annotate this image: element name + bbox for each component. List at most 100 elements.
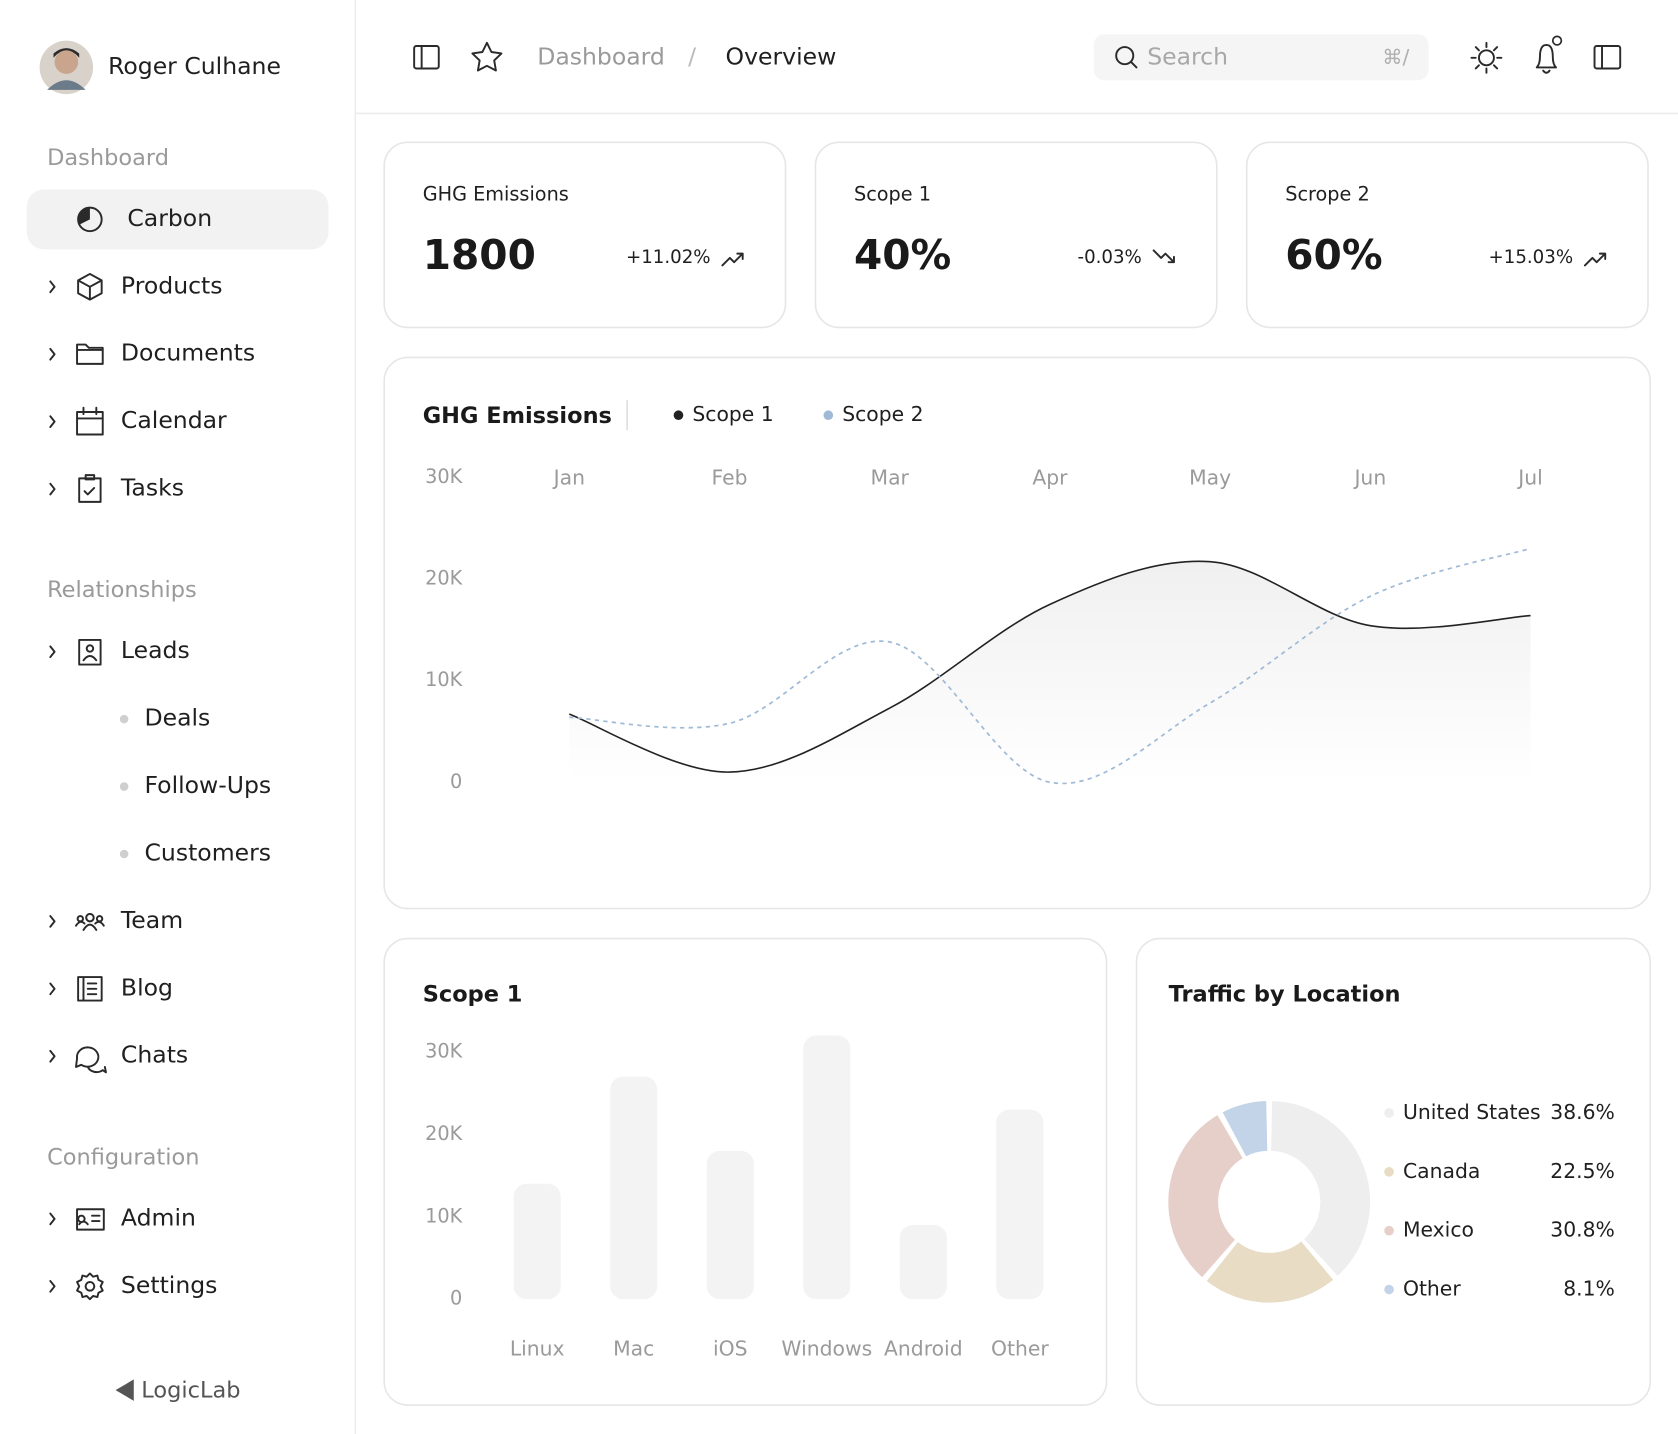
trend-icon — [721, 252, 744, 267]
nav-label: Deals — [144, 704, 210, 732]
nav-label: Customers — [144, 838, 271, 866]
legend-label: Other — [1403, 1277, 1461, 1301]
icon — [78, 474, 102, 503]
chevron — [49, 1212, 56, 1226]
breadcrumb-separator: / — [688, 42, 696, 70]
brand-name: LogicLab — [141, 1378, 240, 1404]
nav-item[interactable]: Blog — [49, 973, 173, 1002]
x-tick-label: May — [1189, 465, 1231, 489]
legend-label: Scope 1 — [692, 402, 773, 426]
y-tick-label: 0 — [450, 1287, 462, 1310]
bar — [899, 1224, 947, 1300]
nav-item[interactable]: Tasks — [49, 474, 184, 503]
sidebar-toggle[interactable] — [413, 45, 440, 70]
nav-item[interactable]: Products — [49, 271, 223, 301]
x-tick-label: iOS — [713, 1336, 748, 1360]
legend-dot — [1384, 1225, 1394, 1236]
theme-icon[interactable] — [1470, 41, 1503, 74]
y-tick-label: 30K — [425, 465, 463, 488]
nav-item[interactable]: Chats — [49, 1041, 188, 1074]
card-value: 1800 — [423, 231, 536, 279]
legend-dot — [1384, 1284, 1394, 1295]
section-title: Configuration — [47, 1144, 199, 1170]
bullet — [119, 782, 129, 791]
nav-item[interactable]: Team — [49, 906, 183, 934]
legend-dot — [823, 410, 834, 421]
stat-card — [1245, 141, 1649, 329]
legend-label: United States — [1403, 1100, 1541, 1124]
card-value: 40% — [854, 231, 951, 279]
icon — [76, 406, 104, 436]
x-tick-label: Apr — [1032, 465, 1068, 489]
nav-highlight — [26, 189, 329, 250]
stat-card — [383, 141, 787, 329]
nav-label: Calendar — [121, 406, 227, 434]
nav-label: Follow-Ups — [144, 771, 271, 799]
chevron — [49, 482, 56, 496]
chart-title: Traffic by Location — [1169, 982, 1401, 1008]
nav-subitem[interactable]: Deals — [119, 704, 210, 732]
y-tick-label: 10K — [425, 668, 463, 691]
notification-icon[interactable] — [1535, 35, 1563, 74]
nav-label: Admin — [121, 1203, 196, 1231]
icon — [77, 272, 103, 301]
nav-item[interactable]: Calendar — [49, 406, 227, 436]
nav-item[interactable]: Documents — [49, 339, 255, 367]
nav-subitem[interactable]: Customers — [119, 838, 271, 866]
card-value: 60% — [1285, 231, 1382, 279]
icon — [75, 912, 105, 931]
chevron — [49, 280, 56, 294]
nav-label: Settings — [121, 1271, 218, 1299]
x-tick-label: Jul — [1516, 465, 1543, 489]
nav-item[interactable]: Settings — [49, 1271, 218, 1301]
bar — [706, 1150, 754, 1300]
line-series — [569, 560, 1531, 773]
nav-item[interactable]: Admin — [49, 1203, 196, 1231]
user-name: Roger Culhane — [108, 52, 281, 80]
chevron — [49, 347, 56, 361]
search-box[interactable] — [1093, 34, 1429, 81]
value-label: 38.6% — [1550, 1100, 1615, 1124]
avatar[interactable] — [39, 40, 94, 95]
line-area — [569, 561, 1531, 783]
icon — [76, 1208, 105, 1231]
brand-logo — [115, 1379, 134, 1401]
value-label: 22.5% — [1550, 1159, 1615, 1183]
nav-item[interactable]: Carbon — [26, 189, 329, 250]
icon — [77, 207, 90, 225]
line-series — [569, 547, 1531, 785]
chevron — [49, 645, 56, 659]
pie-slice — [1220, 1099, 1269, 1159]
card-title: Scrope 2 — [1285, 182, 1370, 205]
bar — [610, 1076, 658, 1300]
chevron — [49, 415, 56, 428]
nav-subitem[interactable]: Follow-Ups — [119, 771, 271, 799]
legend-dot — [1384, 1166, 1394, 1177]
nav-label: Tasks — [120, 474, 184, 502]
legend-dot — [1384, 1108, 1394, 1118]
search-placeholder: Search — [1147, 42, 1228, 70]
chevron — [49, 1049, 56, 1063]
x-tick-label: Mar — [871, 465, 910, 489]
breadcrumb-current: Overview — [726, 42, 837, 70]
nav-label: Carbon — [127, 204, 212, 232]
y-tick-label: 20K — [425, 566, 463, 589]
nav-label: Blog — [121, 973, 173, 1001]
nav-item[interactable]: Leads — [49, 636, 190, 666]
y-tick-label: 0 — [450, 770, 462, 793]
icon — [77, 976, 103, 1002]
value-label: 30.8% — [1550, 1218, 1615, 1242]
panel-icon[interactable] — [1593, 45, 1622, 70]
nav-label: Products — [121, 271, 223, 299]
card-title: Scope 1 — [854, 182, 931, 205]
bullet — [119, 849, 129, 859]
legend-label: Mexico — [1403, 1218, 1474, 1242]
x-tick-label: Jun — [1352, 465, 1386, 489]
legend-label: Canada — [1403, 1159, 1480, 1183]
favorite-icon[interactable] — [471, 41, 503, 72]
card-title: GHG Emissions — [423, 182, 569, 205]
bar — [513, 1183, 561, 1300]
breadcrumb-link[interactable]: Dashboard — [537, 42, 665, 70]
